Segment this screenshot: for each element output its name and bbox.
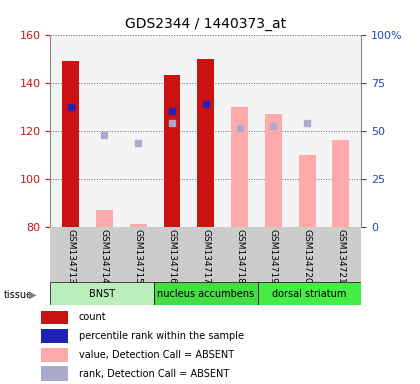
Text: GSM134720: GSM134720 (303, 229, 312, 284)
Bar (96, 210, 113, 227)
Bar (299, 155, 315, 227)
Bar (41, 310, 68, 324)
Text: count: count (79, 312, 107, 322)
Text: GSM134718: GSM134718 (235, 229, 244, 284)
Text: GSM134716: GSM134716 (168, 229, 176, 284)
Bar (41, 366, 68, 381)
Text: GSM134714: GSM134714 (100, 229, 109, 284)
Text: percentile rank within the sample: percentile rank within the sample (79, 331, 244, 341)
Bar (41, 348, 68, 362)
Text: GSM134717: GSM134717 (201, 229, 210, 284)
Bar (197, 59, 214, 227)
Bar (257, 282, 361, 305)
Bar (62, 61, 79, 227)
Text: nucleus accumbens: nucleus accumbens (157, 289, 255, 299)
Bar (41, 329, 68, 343)
Bar (163, 75, 181, 227)
Bar (50, 282, 154, 305)
Bar (333, 140, 349, 227)
Text: dorsal striatum: dorsal striatum (272, 289, 346, 299)
Text: GSM134721: GSM134721 (336, 229, 345, 284)
Title: GDS2344 / 1440373_at: GDS2344 / 1440373_at (125, 17, 286, 31)
Text: rank, Detection Call = ABSENT: rank, Detection Call = ABSENT (79, 369, 229, 379)
Text: GSM134719: GSM134719 (269, 229, 278, 284)
Bar (154, 282, 257, 305)
Text: BNST: BNST (89, 289, 115, 299)
Bar (163, 162, 181, 227)
Bar (231, 107, 248, 227)
Text: GSM134713: GSM134713 (66, 229, 75, 284)
Text: tissue: tissue (4, 290, 33, 300)
Bar (130, 224, 147, 227)
Text: value, Detection Call = ABSENT: value, Detection Call = ABSENT (79, 350, 234, 360)
Text: ▶: ▶ (29, 290, 36, 300)
Bar (265, 114, 282, 227)
Text: GSM134715: GSM134715 (134, 229, 143, 284)
